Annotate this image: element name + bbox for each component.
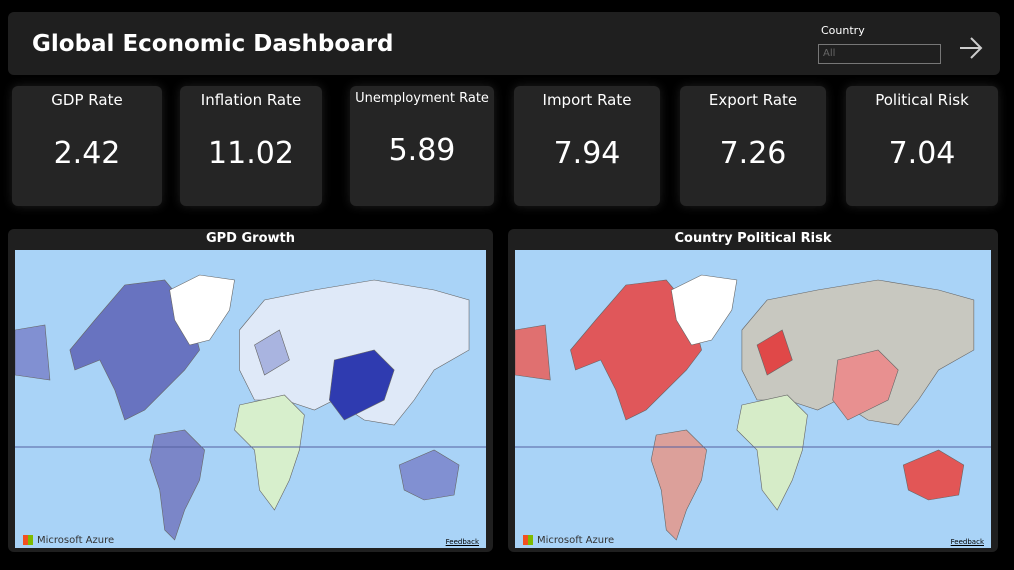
kpi-label: Unemployment Rate	[355, 91, 489, 106]
next-button[interactable]	[958, 36, 984, 60]
country-region[interactable]	[69, 279, 200, 421]
country-region[interactable]	[515, 324, 551, 381]
country-region[interactable]	[902, 449, 965, 501]
kpi-card: Export Rate 7.26	[680, 86, 826, 206]
filter-dropdown[interactable]: All	[818, 44, 941, 64]
azure-logo	[523, 535, 533, 545]
header: Global Economic Dashboard Country All	[8, 12, 1000, 75]
kpi-label: GDP Rate	[51, 91, 123, 109]
kpi-value: 7.04	[888, 136, 956, 171]
map-panel: Country Political Risk Microsoft Azure Fee…	[508, 229, 998, 552]
map-title: GPD Growth	[205, 231, 295, 246]
kpi-label: Import Rate	[542, 91, 632, 109]
kpi-label: Export Rate	[708, 91, 798, 109]
country-region[interactable]	[832, 349, 899, 421]
kpi-card: Unemployment Rate 5.89	[350, 86, 494, 206]
kpi-label: Political Risk	[875, 91, 969, 109]
kpi-value: 2.42	[53, 136, 121, 171]
feedback-link[interactable]: Feedback	[445, 538, 479, 546]
kpi-value: 7.26	[719, 136, 787, 171]
kpi-card: Import Rate 7.94	[514, 86, 660, 206]
country-region[interactable]	[149, 429, 205, 541]
filter-value: All	[823, 48, 836, 59]
country-region[interactable]	[254, 329, 290, 376]
kpi-card: GDP Rate 2.42	[12, 86, 162, 206]
map[interactable]	[515, 250, 991, 548]
brand: Microsoft Azure	[537, 535, 615, 546]
title: Global Economic Dashboard	[32, 31, 394, 57]
kpi-value: 7.94	[553, 136, 621, 171]
map-title: Country Political Risk	[674, 231, 832, 246]
country-region[interactable]	[329, 349, 395, 421]
kpi-value: 11.02	[208, 136, 294, 171]
kpi-card: Political Risk 7.04	[846, 86, 998, 206]
country-region[interactable]	[670, 274, 738, 346]
kpi-value: 5.89	[388, 133, 456, 168]
country-region[interactable]	[169, 274, 235, 346]
kpi-label: Inflation Rate	[200, 91, 302, 109]
kpi-card: Inflation Rate 11.02	[180, 86, 322, 206]
country-region[interactable]	[15, 324, 51, 381]
country-region[interactable]	[736, 394, 808, 511]
feedback-link[interactable]: Feedback	[950, 538, 984, 546]
filter-label: Country	[821, 24, 865, 37]
country-region[interactable]	[570, 279, 702, 421]
country-region[interactable]	[756, 329, 793, 376]
map[interactable]	[15, 250, 486, 548]
country-region[interactable]	[398, 449, 460, 501]
country-region[interactable]	[650, 429, 707, 541]
country-region[interactable]	[234, 394, 305, 511]
azure-logo	[23, 535, 33, 545]
brand: Microsoft Azure	[37, 535, 115, 546]
map-panel: GPD Growth Microsoft Azure Feedback	[8, 229, 493, 552]
